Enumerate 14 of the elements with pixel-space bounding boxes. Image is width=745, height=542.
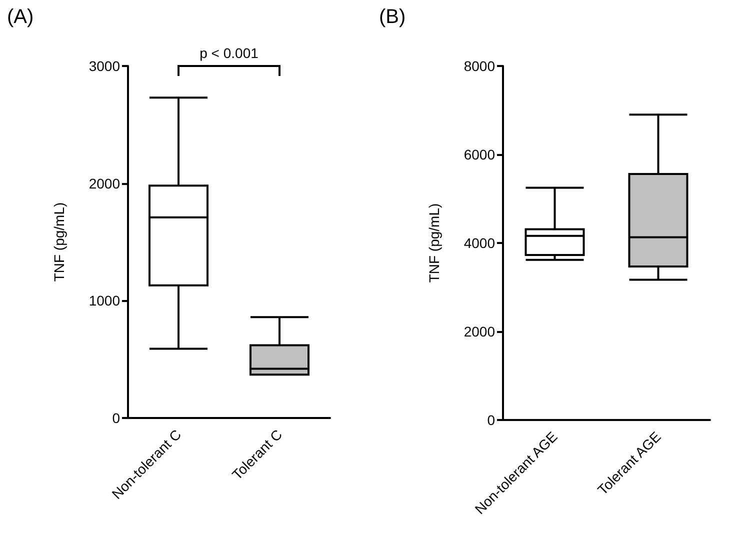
y-axis-title: TNF (pg/mL) [426, 203, 442, 283]
y-tick-label: 8000 [464, 58, 496, 74]
y-tick-label: 4000 [464, 235, 496, 251]
y-tick-label: 0 [112, 410, 120, 426]
y-tick-label: 2000 [88, 175, 120, 192]
y-tick-label: 1000 [88, 292, 120, 309]
text: p < 0.001 [200, 45, 259, 61]
chart-title: (B) [379, 6, 406, 28]
chart-title: (A) [7, 6, 34, 28]
y-tick-label: 6000 [464, 146, 496, 162]
y-tick-label: 2000 [464, 324, 496, 340]
y-tick-label: 0 [487, 412, 496, 428]
y-axis-title: TNF (pg/mL) [51, 202, 67, 282]
y-tick-label: 3000 [88, 58, 120, 74]
